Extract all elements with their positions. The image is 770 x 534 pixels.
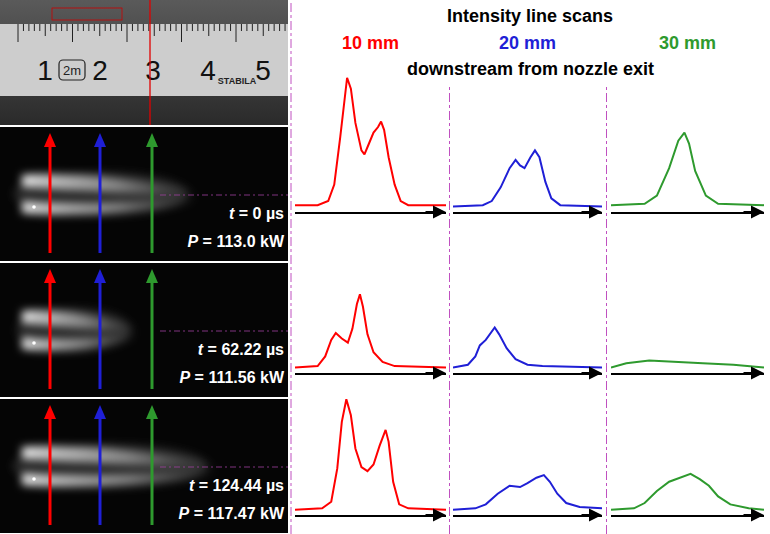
svg-text:t = 62.22 µs: t = 62.22 µs (198, 341, 284, 358)
svg-text:Intensity line scans: Intensity line scans (447, 6, 613, 26)
svg-text:2m: 2m (63, 63, 81, 78)
svg-text:P = 113.0 kW: P = 113.0 kW (187, 233, 284, 250)
svg-text:5: 5 (255, 55, 271, 86)
svg-text:P = 111.56 kW: P = 111.56 kW (179, 369, 284, 386)
svg-text:2: 2 (92, 55, 108, 86)
svg-text:downstream from nozzle exit: downstream from nozzle exit (407, 59, 654, 79)
svg-text:t = 0 µs: t = 0 µs (229, 205, 284, 222)
svg-text:3: 3 (145, 55, 161, 86)
svg-text:10 mm: 10 mm (342, 33, 399, 53)
svg-text:1: 1 (37, 55, 53, 86)
svg-text:t = 124.44 µs: t = 124.44 µs (189, 477, 284, 494)
svg-text:STABILA: STABILA (218, 76, 257, 86)
svg-text:P = 117.47 kW: P = 117.47 kW (179, 505, 285, 522)
svg-text:20 mm: 20 mm (499, 33, 556, 53)
svg-text:30 mm: 30 mm (659, 33, 716, 53)
svg-text:4: 4 (200, 55, 216, 86)
